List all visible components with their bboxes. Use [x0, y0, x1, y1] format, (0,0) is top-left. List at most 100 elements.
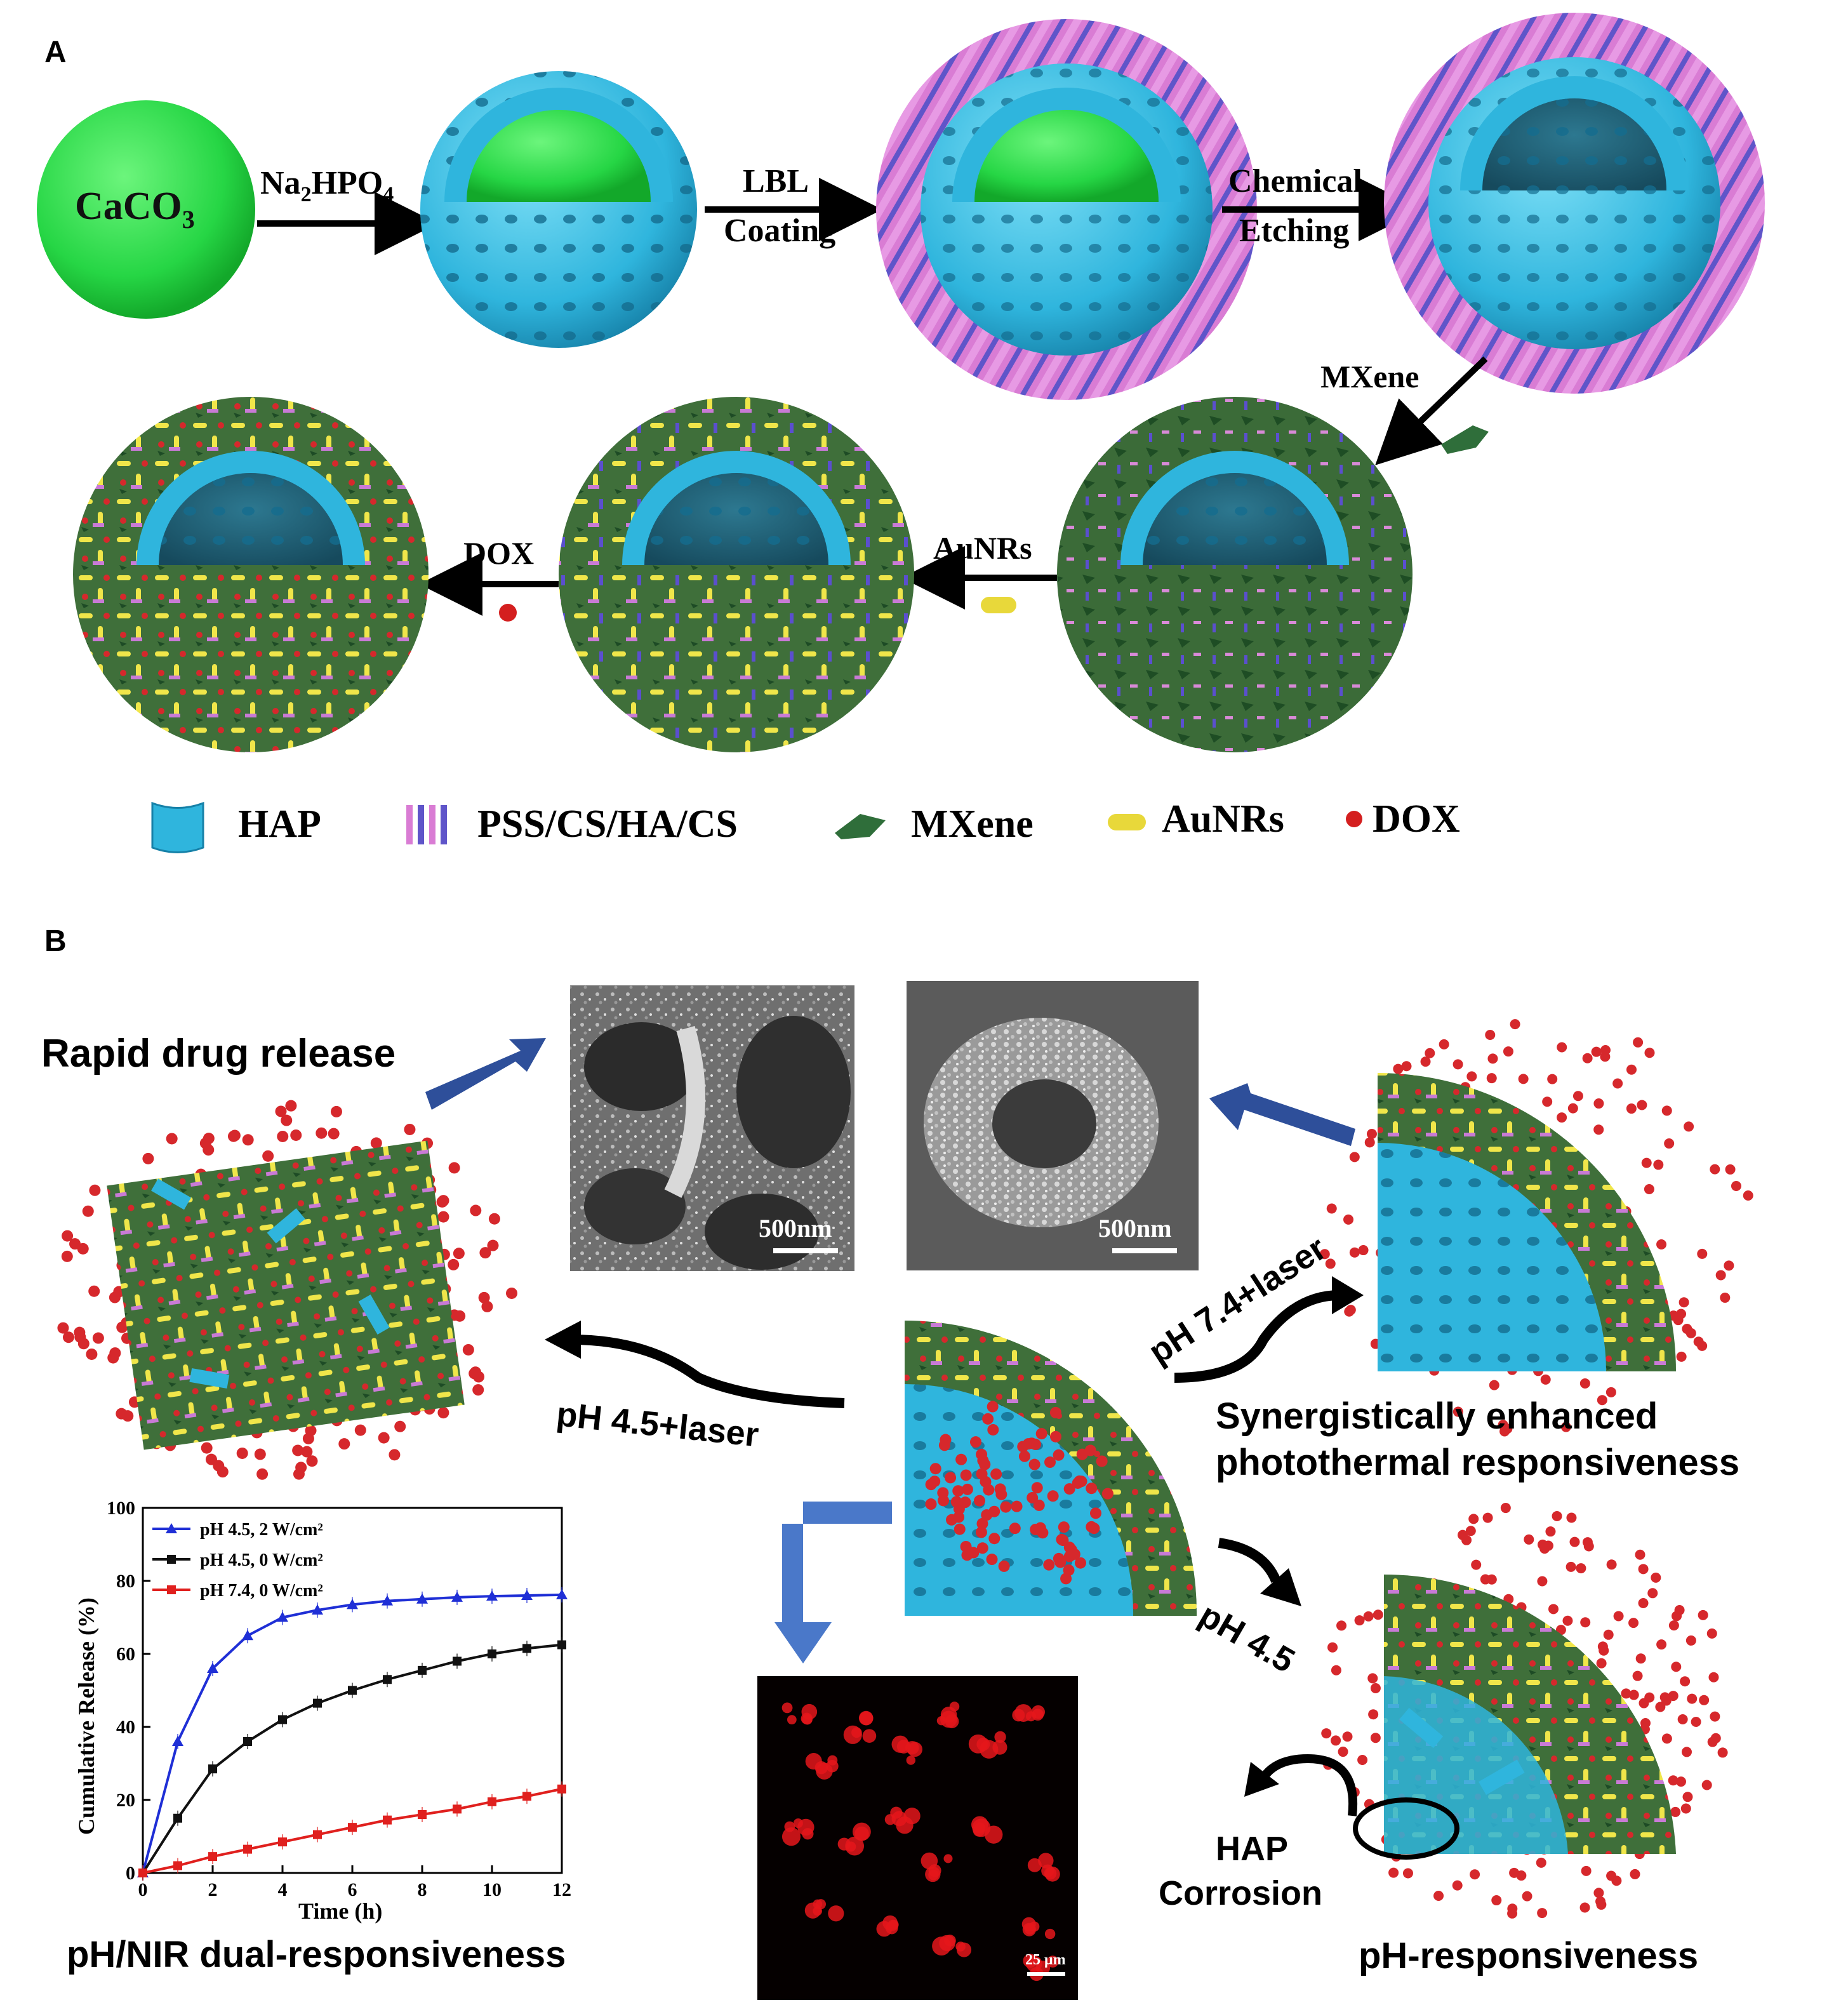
dox-dot [328, 1128, 340, 1140]
dox-dot [1537, 1576, 1548, 1587]
dox-dot [929, 1476, 941, 1488]
data-point [313, 1830, 322, 1839]
dox-dot [1044, 1456, 1056, 1469]
data-point [313, 1698, 322, 1708]
data-point [383, 1675, 392, 1684]
step1-na: Na [260, 165, 301, 201]
legend-pss: PSS/CS/HA/CS [477, 803, 738, 846]
y-tick-label: 20 [116, 1790, 135, 1811]
etched-sphere [1384, 13, 1765, 394]
dox-dot [1518, 1074, 1529, 1084]
dox-dot [1033, 1499, 1045, 1511]
dox-dot [1600, 1045, 1611, 1056]
dox-dot [1524, 1534, 1534, 1545]
dox-dot [946, 1514, 958, 1526]
svg-text:CaCO3: CaCO3 [75, 185, 195, 234]
dox-dot [1026, 1437, 1038, 1449]
data-point [418, 1665, 427, 1675]
data-point [557, 1784, 566, 1794]
arrow-hap-corrosion-head [1244, 1762, 1279, 1797]
dox-dot [1491, 1895, 1502, 1906]
dox-dot [453, 1248, 465, 1260]
confocal-signal [944, 1935, 956, 1947]
confocal-signal [804, 1902, 821, 1919]
dox-dot [86, 1348, 98, 1360]
dox-dot [1677, 1714, 1688, 1725]
confocal-signal [896, 1740, 911, 1754]
dox-dot [1653, 1159, 1664, 1170]
synergy-line1: Synergistically enhanced [1216, 1396, 1658, 1437]
dox-dot [1452, 1406, 1463, 1417]
dox-dot [1632, 1670, 1643, 1681]
confocal-signal [907, 1742, 922, 1757]
dox-dot [1668, 1691, 1678, 1702]
dox-dot [1680, 1803, 1691, 1814]
legend-dox: DOX [1373, 797, 1460, 841]
dox-dot [1486, 1574, 1497, 1585]
dox-dot [1582, 1053, 1593, 1063]
dox-dot [1063, 1483, 1075, 1495]
dox-dot [1336, 1620, 1347, 1631]
confocal-signal [943, 1854, 953, 1863]
dox-dot [301, 1446, 313, 1458]
dox-dot [1084, 1444, 1096, 1456]
data-point [348, 1686, 357, 1695]
dox-dot [1580, 1617, 1591, 1628]
confocal-signal [1032, 1709, 1044, 1721]
dox-dot [1593, 1124, 1604, 1135]
dox-dot [1363, 1611, 1374, 1622]
hap-coated-sphere [420, 71, 697, 348]
confocal-signal [1035, 1961, 1051, 1975]
ph-responsiveness-label: pH-responsiveness [1359, 1935, 1698, 1976]
dox-dot [1684, 1121, 1694, 1132]
dox-dot [1613, 1611, 1624, 1622]
dox-dot [1047, 1490, 1059, 1502]
dox-dot [1680, 1676, 1691, 1687]
dox-dot [960, 1469, 972, 1481]
dox-dot [1086, 1482, 1098, 1495]
confocal-signal [940, 1707, 957, 1723]
central-particle [905, 1321, 1197, 1616]
dox-dot [1433, 1890, 1444, 1901]
dox-dot [256, 1468, 269, 1480]
data-point [138, 1869, 147, 1877]
dox-dot [1343, 1214, 1354, 1225]
sem-image-2: 500nm [907, 981, 1199, 1270]
dox-dot [1596, 1658, 1607, 1669]
data-point [278, 1837, 287, 1847]
dox-dot [1037, 1527, 1049, 1539]
photothermal-particle [1319, 1019, 1753, 1437]
dox-dot [254, 1448, 266, 1460]
dox-dot [1661, 1733, 1672, 1744]
dox-dot [1635, 1549, 1645, 1560]
dox-dot [89, 1184, 101, 1196]
dox-dot [1364, 1137, 1375, 1148]
data-point [453, 1804, 462, 1814]
dox-dot [1697, 1248, 1708, 1259]
mxene-legend-icon [835, 814, 886, 839]
confocal-signal [846, 1841, 856, 1852]
dox-dot [994, 1483, 1006, 1495]
dox-dot [1565, 1561, 1576, 1572]
dox-dot [1715, 1270, 1726, 1281]
confocal-signal [853, 1822, 871, 1841]
confocal-signal [781, 1827, 801, 1846]
dox-dot [983, 1484, 995, 1496]
dox-dot [1466, 1071, 1477, 1082]
dox-dot [1402, 1868, 1413, 1879]
dox-dot [1628, 1618, 1639, 1629]
dox-dot [404, 1123, 416, 1135]
sem1-scale-label: 500nm [759, 1214, 832, 1243]
step3-line1: Chemical [1228, 163, 1362, 199]
arrow-ph74-laser-head [1332, 1276, 1364, 1314]
dox-dot [487, 1239, 499, 1251]
dox-dot [462, 1343, 474, 1356]
dox-dot [974, 1495, 986, 1507]
mxene-flake [1441, 425, 1489, 454]
dox-dot [1593, 1098, 1604, 1109]
pss-legend-icon [406, 805, 447, 844]
confocal-signal [787, 1715, 797, 1724]
data-point [521, 1590, 533, 1600]
caco3-label: CaCO [75, 185, 182, 228]
dox-dot [1591, 1046, 1602, 1057]
